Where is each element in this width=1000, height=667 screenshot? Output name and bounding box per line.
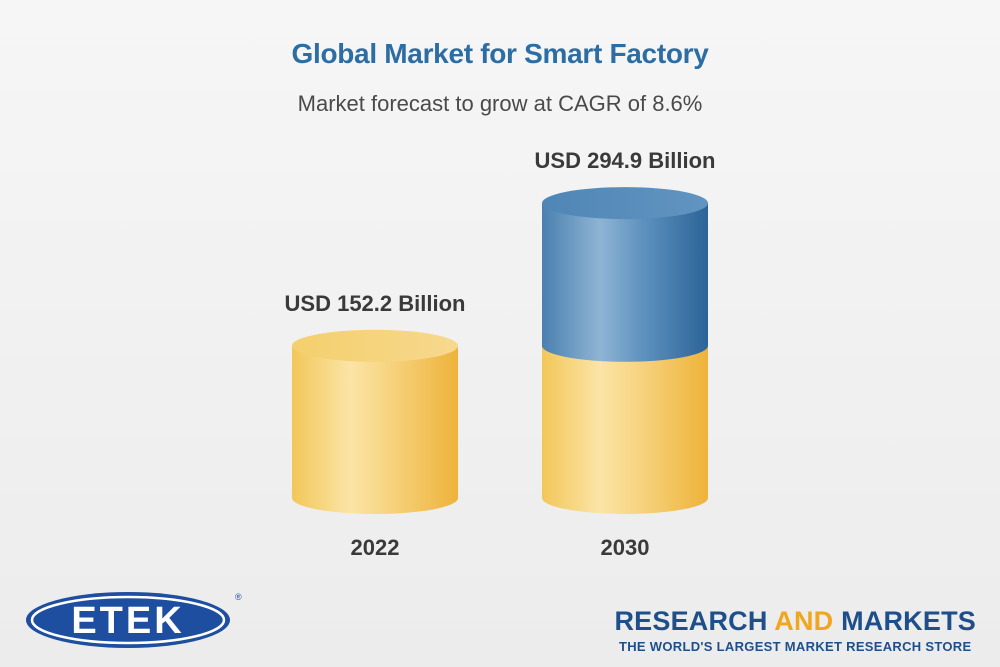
category-label-2030: 2030 (601, 535, 650, 560)
rm-word-and: AND (774, 606, 834, 636)
bar-2022 (292, 329, 458, 514)
rm-word-markets: MARKETS (833, 606, 976, 636)
chart-subtitle: Market forecast to grow at CAGR of 8.6% (297, 91, 703, 116)
research-and-markets-logo: RESEARCH AND MARKETS THE WORLD'S LARGEST… (614, 606, 976, 654)
registered-mark: ® (235, 592, 242, 602)
bar-2030-growth (542, 187, 708, 362)
category-label-2022: 2022 (351, 535, 400, 560)
value-label-2022: USD 152.2 Billion (285, 291, 466, 316)
etek-logo-text: ETEK (71, 600, 184, 642)
rm-word-research: RESEARCH (614, 606, 775, 636)
rm-wordmark: RESEARCH AND MARKETS (614, 606, 976, 637)
etek-logo: ETEK ® (26, 592, 242, 648)
bar-2030-base (542, 345, 708, 514)
bar-2030-growth-top (542, 187, 708, 220)
bar-2030-growth-body (542, 203, 708, 362)
bar-2022-body (292, 345, 458, 514)
value-label-2030: USD 294.9 Billion (535, 148, 716, 173)
bar-2030-base-body (542, 345, 708, 514)
bar-2022-top (292, 329, 458, 362)
rm-tagline: THE WORLD'S LARGEST MARKET RESEARCH STOR… (619, 639, 972, 654)
chart-title: Global Market for Smart Factory (291, 38, 709, 69)
